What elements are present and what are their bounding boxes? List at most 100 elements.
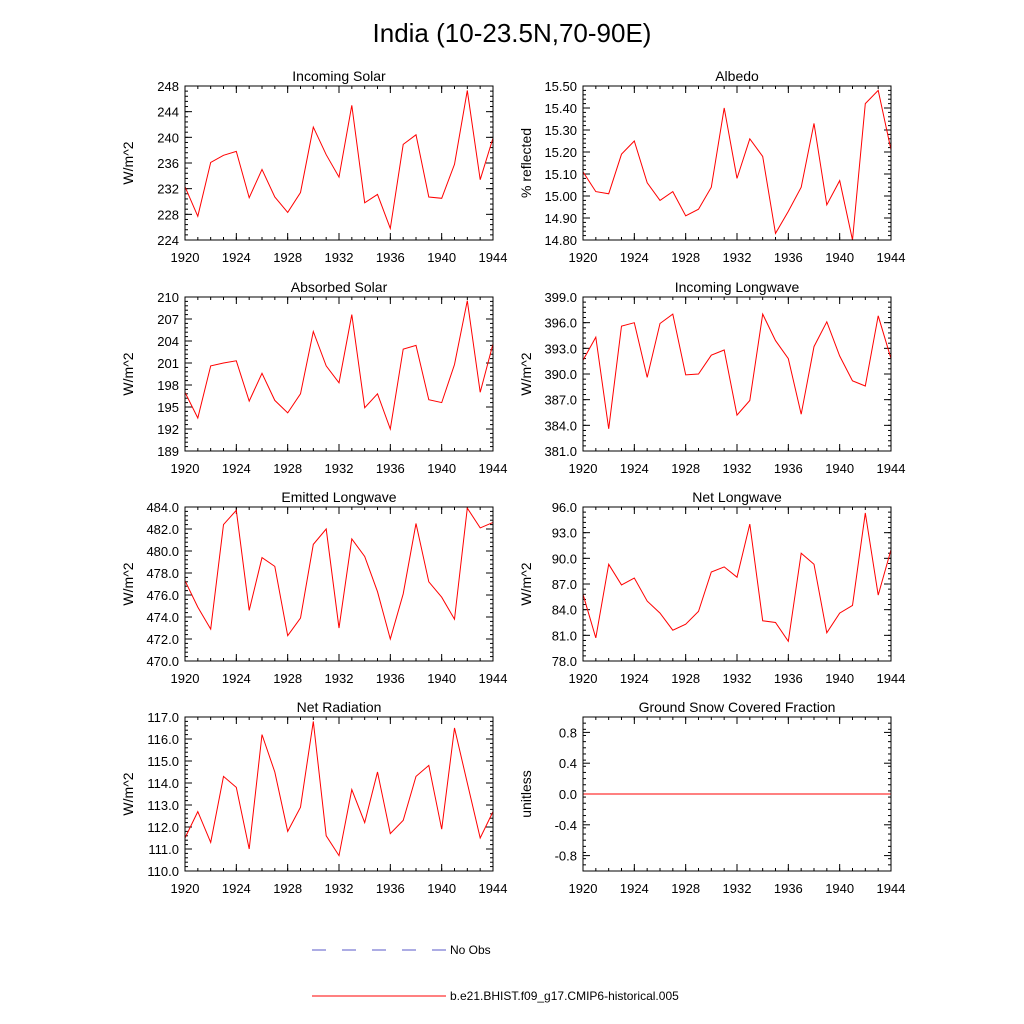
incoming-solar-ytick-label: 240 [157, 130, 179, 145]
net-longwave-ytick-label: 78.0 [552, 654, 577, 669]
incoming-longwave-ytick-label: 399.0 [544, 290, 577, 305]
incoming-longwave-ytick-label: 387.0 [544, 393, 577, 408]
albedo-ytick-label: 15.50 [544, 79, 577, 94]
incoming-solar-ytick-label: 224 [157, 233, 179, 248]
ground-snow-xtick-label: 1920 [569, 881, 598, 896]
albedo-xtick-label: 1928 [671, 250, 700, 265]
emitted-longwave-xtick-label: 1924 [222, 671, 251, 686]
emitted-longwave-plot-frame [184, 506, 494, 662]
emitted-longwave-xtick-label: 1944 [479, 671, 508, 686]
ground-snow-ytick-label: 0.0 [559, 787, 577, 802]
net-longwave-xtick-label: 1928 [671, 671, 700, 686]
net-longwave-title: Net Longwave [692, 489, 782, 505]
incoming-solar-xtick-label: 1944 [479, 250, 508, 265]
net-radiation-xtick-label: 1920 [171, 881, 200, 896]
incoming-solar-xtick-label: 1928 [273, 250, 302, 265]
emitted-longwave-xtick-label: 1940 [427, 671, 456, 686]
panel-incoming-longwave: Incoming Longwave W/m^2 1920 1924 1928 1932 19… [518, 279, 905, 476]
albedo-plot-frame [582, 85, 892, 241]
absorbed-solar-xtick-label: 1940 [427, 461, 456, 476]
net-longwave-xtick-label: 1924 [620, 671, 649, 686]
ground-snow-plot-frame [582, 716, 892, 872]
absorbed-solar-xtick-label: 1928 [273, 461, 302, 476]
net-longwave-ytick-label: 90.0 [552, 551, 577, 566]
incoming-solar-ytick-label: 248 [157, 79, 179, 94]
legend: No Obs b.e21.BHIST.f09_g17.CMIP6-histori… [312, 943, 679, 1003]
net-longwave-plot-frame [582, 506, 892, 662]
ground-snow-title: Ground Snow Covered Fraction [639, 699, 836, 715]
panel-net-longwave: Net Longwave W/m^2 1920 1924 1928 1932 1936 194… [518, 489, 905, 686]
absorbed-solar-ytick-label: 201 [157, 356, 179, 371]
panel-albedo: Albedo % reflected 1920 1924 1928 1932 1936 194… [518, 68, 905, 265]
emitted-longwave-series-line [184, 506, 494, 641]
albedo-ytick-label: 14.80 [544, 233, 577, 248]
absorbed-solar-xtick-label: 1944 [479, 461, 508, 476]
net-radiation-xtick-label: 1924 [222, 881, 251, 896]
incoming-longwave-ytick-label: 393.0 [544, 341, 577, 356]
net-longwave-xtick-label: 1920 [569, 671, 598, 686]
albedo-xtick-label: 1940 [825, 250, 854, 265]
net-radiation-xtick-label: 1928 [273, 881, 302, 896]
albedo-ytick-label: 15.10 [544, 167, 577, 182]
net-longwave-ylabel: W/m^2 [518, 562, 534, 605]
incoming-solar-ytick-label: 228 [157, 207, 179, 222]
panels-group: Incoming Solar W/m^2 1920 1924 1928 1932 1936 1… [120, 68, 905, 896]
incoming-longwave-xtick-label: 1932 [723, 461, 752, 476]
net-radiation-xtick-label: 1940 [427, 881, 456, 896]
absorbed-solar-ytick-label: 207 [157, 312, 179, 327]
albedo-series-line [582, 89, 892, 241]
absorbed-solar-ytick-label: 195 [157, 400, 179, 415]
albedo-ylabel: % reflected [518, 128, 534, 198]
incoming-longwave-ylabel: W/m^2 [518, 352, 534, 395]
absorbed-solar-ytick-label: 198 [157, 378, 179, 393]
net-radiation-ytick-label: 110.0 [147, 864, 179, 879]
absorbed-solar-ytick-label: 204 [157, 334, 179, 349]
incoming-longwave-xtick-label: 1920 [569, 461, 598, 476]
incoming-longwave-series-line [582, 312, 892, 429]
net-longwave-ytick-label: 96.0 [552, 500, 577, 515]
incoming-solar-ytick-label: 244 [157, 105, 179, 120]
incoming-solar-xtick-label: 1920 [171, 250, 200, 265]
ground-snow-ytick-label: -0.8 [555, 849, 577, 864]
absorbed-solar-ytick-label: 189 [157, 444, 179, 459]
incoming-solar-xtick-label: 1940 [427, 250, 456, 265]
absorbed-solar-title: Absorbed Solar [291, 279, 388, 295]
emitted-longwave-ytick-label: 480.0 [146, 544, 179, 559]
albedo-ytick-label: 15.40 [544, 101, 577, 116]
albedo-ytick-label: 14.90 [544, 211, 577, 226]
emitted-longwave-ytick-label: 470.0 [146, 654, 179, 669]
albedo-ytick-label: 15.00 [544, 189, 577, 204]
net-radiation-ytick-label: 111.0 [148, 842, 179, 857]
ground-snow-ytick-label: 0.4 [559, 756, 577, 771]
absorbed-solar-xtick-label: 1932 [325, 461, 354, 476]
ground-snow-xtick-label: 1936 [774, 881, 803, 896]
absorbed-solar-plot-frame [184, 296, 494, 452]
ground-snow-ylabel: unitless [518, 770, 534, 817]
net-longwave-ytick-label: 81.0 [552, 628, 577, 643]
figure-title: India (10-23.5N,70-90E) [373, 18, 652, 48]
albedo-title: Albedo [715, 68, 759, 84]
ground-snow-xtick-label: 1944 [877, 881, 906, 896]
net-radiation-xtick-label: 1944 [479, 881, 508, 896]
emitted-longwave-ytick-label: 478.0 [146, 566, 179, 581]
emitted-longwave-ytick-label: 472.0 [146, 632, 179, 647]
incoming-longwave-xtick-label: 1924 [620, 461, 649, 476]
incoming-solar-ylabel: W/m^2 [120, 141, 136, 184]
net-radiation-series-line [184, 721, 494, 857]
absorbed-solar-xtick-label: 1936 [376, 461, 405, 476]
emitted-longwave-xtick-label: 1936 [376, 671, 405, 686]
net-longwave-ytick-label: 87.0 [552, 577, 577, 592]
net-radiation-ytick-label: 113.0 [147, 798, 179, 813]
absorbed-solar-ylabel: W/m^2 [120, 352, 136, 395]
panel-emitted-longwave: Emitted Longwave W/m^2 1920 1924 1928 1932 193… [120, 489, 507, 686]
incoming-longwave-plot-frame [582, 296, 892, 452]
net-radiation-ylabel: W/m^2 [120, 772, 136, 815]
emitted-longwave-ytick-label: 484.0 [146, 500, 179, 515]
incoming-longwave-ytick-label: 381.0 [544, 444, 577, 459]
net-radiation-ytick-label: 112.0 [147, 820, 179, 835]
incoming-longwave-ytick-label: 390.0 [544, 367, 577, 382]
net-longwave-xtick-label: 1944 [877, 671, 906, 686]
incoming-solar-ytick-label: 236 [157, 156, 179, 171]
albedo-xtick-label: 1924 [620, 250, 649, 265]
emitted-longwave-ytick-label: 474.0 [146, 610, 179, 625]
